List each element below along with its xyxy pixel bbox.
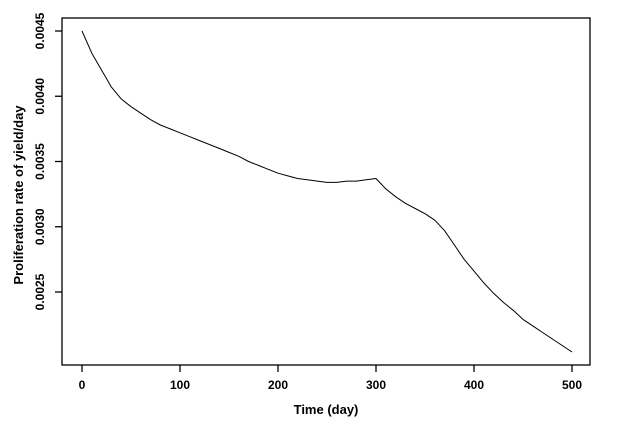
- x-tick-label: 500: [562, 378, 582, 392]
- x-tick-label: 200: [268, 378, 288, 392]
- x-axis-title: Time (day): [294, 402, 359, 417]
- y-tick-label: 0.0030: [33, 208, 47, 245]
- y-tick-label: 0.0025: [33, 273, 47, 310]
- chart-generated-layer: 0 100 200 300 400 500 0.0045 0.0040 0.0035 0.0030…: [33, 12, 591, 392]
- y-tick-label: 0.0040: [33, 78, 47, 115]
- x-tick-label: 300: [366, 378, 386, 392]
- y-tick-label: 0.0045: [33, 12, 47, 49]
- x-tick-label: 100: [170, 378, 190, 392]
- curve-line: [81, 30, 573, 353]
- y-tick-label: 0.0035: [33, 143, 47, 180]
- x-tick-label: 400: [464, 378, 484, 392]
- plot-border: [61, 17, 591, 366]
- x-tick-label: 0: [79, 378, 86, 392]
- y-axis-title: Proliferation rate of yield/day: [11, 105, 26, 285]
